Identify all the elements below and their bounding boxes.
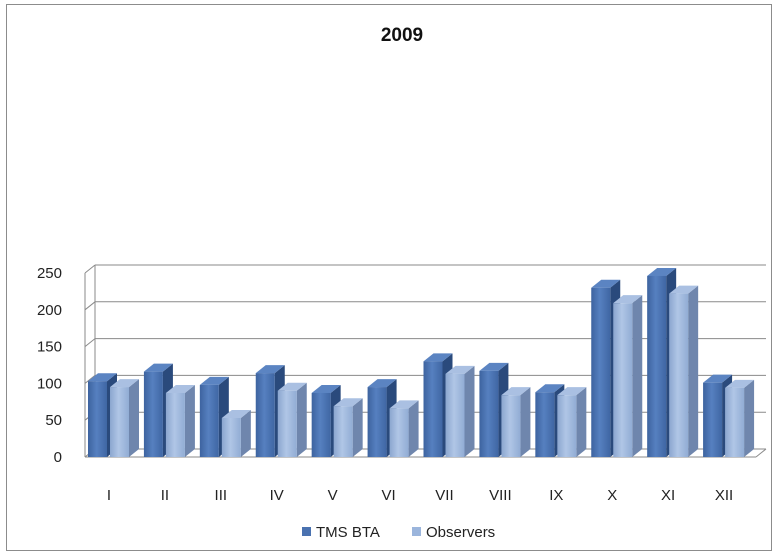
- legend-swatch: [302, 527, 311, 536]
- x-tick-label: XII: [715, 487, 733, 504]
- legend-label: TMS BTA: [316, 524, 380, 541]
- floor-edge: [755, 448, 767, 458]
- gridline-side: [84, 264, 96, 274]
- bar-observers-III: [221, 409, 251, 457]
- y-tick-label: 200: [37, 302, 62, 319]
- x-tick-label: IV: [270, 487, 284, 504]
- bar-observers-XI: [669, 285, 699, 457]
- gridline-side: [84, 301, 96, 311]
- legend-swatch: [412, 527, 421, 536]
- x-tick-label: IX: [549, 487, 563, 504]
- legend-item-tms-bta: TMS BTA: [302, 524, 380, 541]
- y-tick-label: 250: [37, 265, 62, 282]
- x-tick-label: X: [607, 487, 617, 504]
- bar-observers-I: [110, 379, 139, 457]
- bars: [88, 267, 755, 457]
- y-axis-labels: 0 50 100 150 200 250: [37, 265, 62, 466]
- bar-observers-X: [613, 295, 643, 457]
- bar-observers-XII: [725, 379, 755, 457]
- x-tick-label: XI: [661, 487, 675, 504]
- y-tick-label: 100: [37, 375, 62, 392]
- x-tick-label: I: [107, 487, 111, 504]
- legend-item-observers: Observers: [412, 524, 495, 541]
- bar-observers-IV: [277, 382, 307, 457]
- x-tick-label: III: [215, 487, 228, 504]
- x-tick-label: II: [161, 487, 169, 504]
- legend-label: Observers: [426, 524, 495, 541]
- x-tick-label: VIII: [489, 487, 512, 504]
- bar-observers-VI: [389, 400, 419, 457]
- bar-observers-V: [333, 398, 363, 457]
- y-tick-label: 150: [37, 339, 62, 356]
- bar-observers-II: [165, 384, 195, 457]
- gridline-side: [84, 375, 96, 384]
- chart-title: 2009: [381, 25, 423, 46]
- x-tick-label: V: [328, 487, 338, 504]
- bar-observers-IX: [557, 387, 587, 457]
- chart-frame: [6, 4, 772, 551]
- bar-observers-VII: [445, 365, 475, 457]
- y-tick-label: 50: [45, 412, 62, 429]
- x-axis-labels: I II III IV V VI VII VIII IX X XI XII: [107, 487, 733, 504]
- bar-observers-VIII: [501, 387, 531, 457]
- x-tick-label: VI: [381, 487, 395, 504]
- gridline-side: [84, 338, 96, 347]
- x-tick-label: VII: [435, 487, 453, 504]
- y-tick-label: 0: [54, 449, 62, 466]
- legend: TMS BTA Observers: [302, 524, 495, 541]
